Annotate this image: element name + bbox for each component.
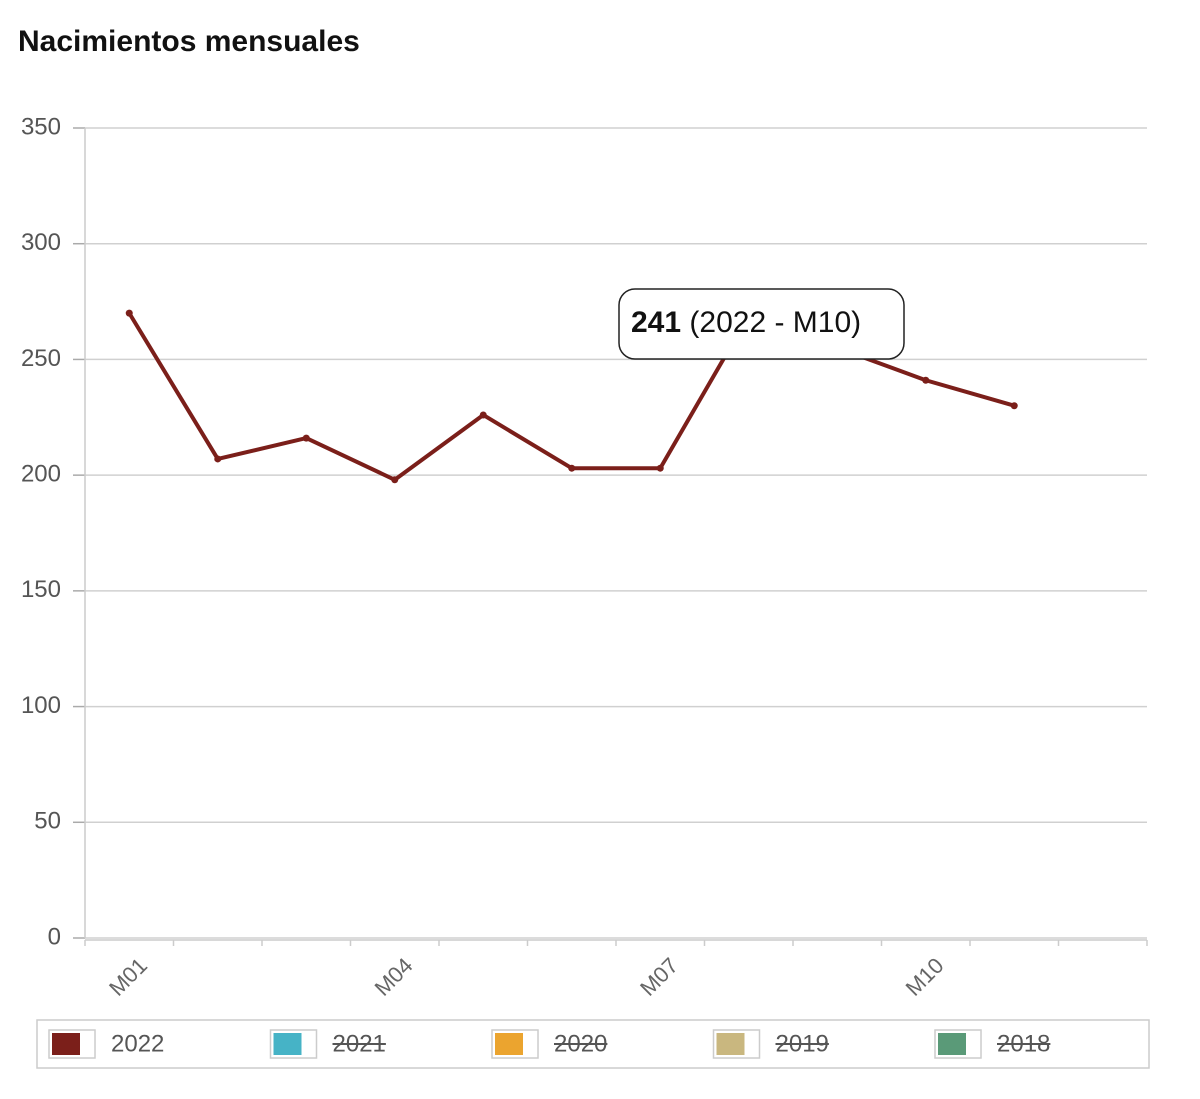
y-tick-label: 100 [21,692,61,719]
data-point [922,376,930,384]
tooltip-value: 241 [631,306,681,339]
tooltip-text: 241 (2022 - M10) [631,306,861,339]
data-point [479,411,487,419]
x-tick-label: M04 [370,953,418,1001]
data-point [568,464,576,472]
y-tick-label: 200 [21,460,61,487]
data-point [656,464,664,472]
x-tick-label: M01 [104,953,152,1001]
tooltip: 241 (2022 - M10) [618,288,905,360]
legend-swatch [495,1033,523,1055]
x-tick-label: M07 [635,953,683,1001]
chart-title: Nacimientos mensuales [18,25,360,58]
x-tick-label: M10 [901,953,949,1001]
legend-swatch [716,1033,745,1055]
y-tick-label: 50 [34,808,61,835]
data-point [1010,402,1018,410]
y-tick-label: 350 [21,113,61,140]
tooltip-label: (2022 - M10) [689,306,861,339]
y-tick-label: 300 [21,229,61,256]
legend-swatch [52,1033,80,1055]
y-tick-label: 0 [48,923,61,950]
legend-label: 2022 [111,1030,164,1057]
tooltip-box [618,288,905,360]
data-point [214,455,222,463]
y-tick-label: 150 [21,576,61,603]
data-point [125,309,133,317]
y-tick-label: 250 [21,345,61,372]
data-point [391,476,399,484]
data-point [302,434,310,442]
legend-swatch [938,1033,966,1055]
legend-swatch [273,1033,302,1055]
